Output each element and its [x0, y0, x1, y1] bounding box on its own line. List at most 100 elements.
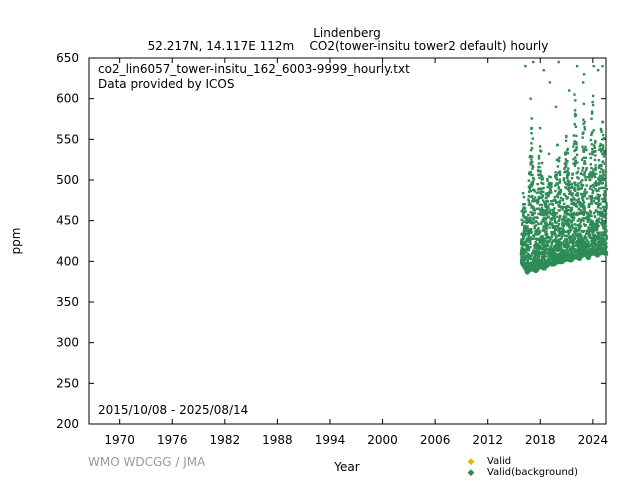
data-point	[523, 211, 526, 214]
data-point	[562, 178, 565, 182]
data-point	[584, 169, 588, 172]
data-point	[590, 166, 593, 170]
data-point	[560, 252, 563, 255]
y-axis: 200 250 300 350 400 450 500 550 600 650	[56, 51, 606, 431]
data-point	[562, 217, 566, 220]
data-point	[522, 231, 525, 235]
data-point	[583, 190, 586, 194]
data-point	[600, 182, 603, 185]
data-point	[547, 257, 551, 261]
data-point	[600, 214, 604, 217]
data-point	[582, 122, 585, 126]
data-point	[535, 259, 538, 263]
data-point	[525, 221, 528, 225]
data-point	[550, 241, 554, 244]
data-point	[535, 268, 538, 272]
data-point	[600, 246, 604, 250]
data-point	[602, 227, 605, 230]
data-point	[601, 133, 605, 137]
data-point	[531, 212, 534, 215]
data-point	[564, 163, 567, 166]
data-point	[577, 187, 580, 191]
data-point	[591, 189, 595, 193]
data-point	[595, 180, 598, 183]
data-point	[575, 141, 578, 144]
data-point	[568, 219, 571, 222]
data-points	[519, 60, 609, 275]
data-point	[565, 205, 569, 208]
data-point	[572, 239, 575, 242]
data-point	[587, 232, 590, 236]
credit-text: WMO WDCGG / JMA	[88, 455, 206, 469]
data-point	[554, 233, 557, 236]
data-point	[584, 211, 588, 214]
data-point	[560, 218, 564, 221]
data-point	[583, 234, 586, 238]
data-point	[543, 260, 546, 263]
data-point	[544, 193, 548, 196]
data-point	[532, 265, 536, 268]
data-point	[537, 223, 540, 226]
data-point	[568, 244, 571, 248]
data-point	[571, 198, 574, 201]
data-point	[566, 152, 570, 155]
data-point	[531, 180, 535, 184]
data-point	[588, 209, 592, 213]
data-point	[528, 202, 532, 205]
data-point	[564, 245, 568, 248]
data-point	[540, 175, 544, 178]
data-point	[576, 161, 579, 164]
data-point	[580, 187, 583, 190]
data-point	[602, 186, 605, 190]
data-point	[595, 226, 599, 229]
data-point	[527, 190, 531, 193]
data-point	[533, 209, 537, 212]
data-point	[547, 152, 551, 156]
data-point	[589, 171, 592, 174]
data-point	[591, 226, 594, 229]
data-point	[568, 236, 572, 240]
data-point	[557, 209, 560, 212]
data-point	[557, 158, 560, 161]
data-point	[563, 249, 567, 253]
data-point	[569, 247, 572, 250]
data-point	[538, 203, 542, 207]
data-point	[561, 227, 565, 230]
data-point	[591, 191, 594, 195]
data-point	[564, 152, 567, 156]
data-point	[575, 148, 578, 151]
data-point	[531, 222, 534, 225]
data-point	[528, 228, 532, 231]
data-point	[572, 142, 576, 146]
data-point	[572, 216, 576, 220]
data-point	[604, 225, 607, 228]
data-point	[590, 110, 594, 113]
data-point	[557, 239, 560, 243]
data-point	[548, 254, 551, 258]
data-point	[548, 239, 551, 242]
data-point	[590, 243, 593, 247]
data-point	[605, 187, 609, 191]
data-point	[529, 173, 532, 176]
data-point	[549, 176, 552, 179]
data-point	[558, 248, 561, 252]
data-point	[594, 167, 598, 170]
data-point	[539, 170, 542, 173]
data-point-outlier	[575, 64, 579, 68]
data-point	[565, 208, 568, 212]
data-point	[592, 236, 595, 239]
data-point	[581, 136, 584, 139]
data-point	[546, 185, 549, 189]
data-point	[590, 242, 594, 245]
data-point	[602, 151, 606, 155]
data-point	[583, 241, 587, 245]
data-point	[555, 261, 559, 265]
data-point	[531, 183, 534, 186]
data-point	[558, 260, 561, 264]
data-point	[570, 253, 573, 257]
data-point	[534, 241, 537, 244]
data-point	[597, 183, 601, 186]
data-point	[590, 223, 593, 227]
data-point	[550, 182, 553, 185]
data-point	[564, 158, 568, 161]
